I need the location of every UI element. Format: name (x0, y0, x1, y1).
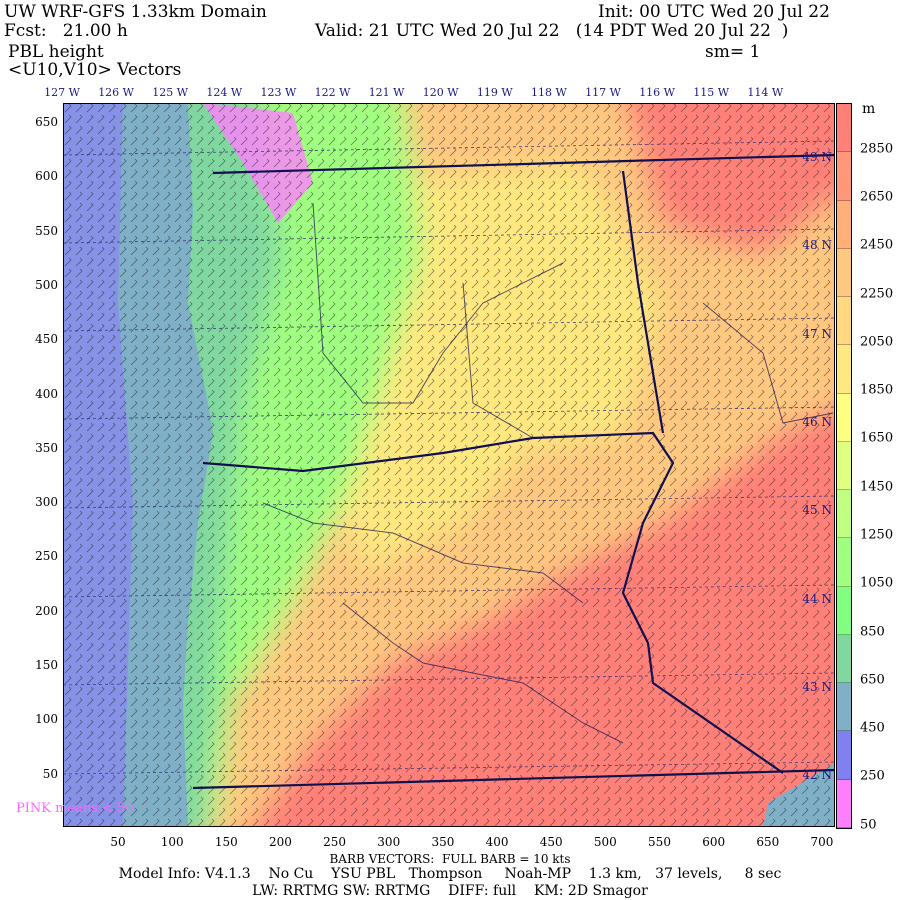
longitude-label: 114 W (747, 86, 784, 99)
county-borders (262, 202, 834, 744)
latitude-label: 45 N (802, 503, 832, 518)
colorbar-swatch (837, 586, 851, 635)
y-tick-label: 350 (35, 440, 58, 455)
domain-title: UW WRF-GFS 1.33km Domain (4, 2, 267, 22)
colorbar-swatch (837, 345, 851, 394)
barb-legend: BARB VECTORS: FULL BARB = 10 kts (329, 852, 571, 866)
latitude-label: 42 N (802, 768, 832, 783)
y-tick-label: 500 (35, 277, 58, 292)
x-tick-label: 600 (702, 835, 726, 849)
y-tick-label: 50 (42, 766, 58, 781)
longitude-label: 119 W (476, 86, 513, 99)
colorbar-swatch (837, 634, 851, 684)
longitude-label: 122 W (314, 86, 351, 99)
physics-info: LW: RRTMG SW: RRTMG DIFF: full KM: 2D Sm… (252, 883, 648, 899)
colorbar-label: 2050 (860, 334, 894, 350)
x-tick-label: 450 (539, 835, 563, 849)
colorbar-label: 2650 (860, 189, 894, 205)
y-tick-label: 400 (35, 386, 58, 401)
colorbar-swatch (837, 200, 851, 249)
colorbar-label: 2250 (860, 286, 894, 302)
colorbar-label: 1050 (860, 575, 894, 591)
longitude-label: 127 W (44, 86, 80, 99)
colorbar-label: 2850 (860, 141, 894, 157)
colorbar-swatch (837, 538, 851, 587)
longitude-label: 118 W (530, 86, 567, 99)
wind-barbs (63, 103, 835, 827)
longitude-label: 121 W (368, 86, 405, 99)
pbl-height-map (63, 103, 835, 827)
x-tick-label: 400 (485, 835, 509, 849)
colorbar-swatch (837, 248, 851, 298)
x-tick-label: 300 (377, 835, 401, 849)
x-tick-label: 200 (268, 835, 292, 849)
colorbar-label: 1250 (860, 527, 894, 543)
smoothing-label: sm= 1 (705, 42, 761, 62)
colorbar-label: 2450 (860, 237, 894, 253)
y-tick-label: 600 (35, 169, 58, 184)
colorbar-label: 1850 (860, 382, 894, 398)
state-borders (192, 153, 835, 790)
latitude-label: 48 N (802, 238, 832, 253)
x-tick-label: 700 (810, 835, 834, 849)
latitude-label: 49 N (802, 150, 832, 164)
colorbar-swatch (837, 490, 851, 539)
y-tick-label: 550 (35, 223, 58, 238)
longitude-label: 120 W (422, 86, 459, 99)
y-tick-label: 300 (35, 495, 58, 510)
colorbar-label: 1650 (860, 430, 894, 446)
colorbar-label: 1450 (860, 479, 894, 495)
model-info: Model Info: V4.1.3 No Cu YSU PBL Thompso… (118, 866, 782, 882)
x-tick-label: 150 (214, 835, 238, 849)
x-tick-label: 550 (648, 835, 671, 849)
colorbar-label: 850 (860, 624, 885, 640)
colorbar-swatch (837, 779, 851, 828)
colorbar-label: 250 (860, 768, 885, 784)
latitude-label: 44 N (802, 591, 832, 606)
colorbar-label: 650 (860, 672, 885, 688)
longitude-label: 117 W (585, 86, 621, 99)
colorbar-label: 450 (860, 720, 885, 736)
colorbar-swatch (837, 731, 851, 780)
colorbar-label: 50 (860, 817, 877, 833)
longitude-label: 116 W (639, 86, 675, 99)
colorbar-swatch (837, 393, 851, 442)
colorbar-swatch (837, 297, 851, 346)
y-tick-label: 150 (35, 658, 58, 672)
x-tick-label: 250 (323, 835, 347, 849)
longitude-label: 124 W (206, 86, 243, 99)
longitude-label: 123 W (260, 86, 297, 99)
vectors-label: <U10,V10> Vectors (8, 60, 182, 80)
y-tick-label: 100 (35, 712, 58, 727)
forecast-hour: Fcst: 21.00 h (4, 21, 128, 41)
latitude-label: 43 N (802, 679, 832, 694)
x-tick-label: 100 (160, 835, 184, 849)
latitude-label: 47 N (802, 326, 832, 341)
x-tick-label: 350 (431, 835, 455, 849)
pink-note: PINK means < 50 (16, 801, 134, 816)
y-tick-label: 650 (35, 115, 58, 129)
colorbar-swatch (837, 152, 851, 201)
init-time: Init: 00 UTC Wed 20 Jul 22 (598, 2, 830, 22)
longitude-label: 115 W (693, 86, 730, 99)
colorbar-swatch (837, 104, 851, 153)
field-name: PBL height (8, 42, 104, 62)
graticule (63, 140, 835, 775)
y-tick-label: 450 (35, 332, 58, 347)
x-tick-label: 650 (756, 835, 780, 849)
colorbar-swatch (837, 441, 851, 491)
x-tick-label: 500 (593, 835, 617, 849)
longitude-label: 126 W (98, 86, 134, 99)
valid-time: Valid: 21 UTC Wed 20 Jul 22 (14 PDT Wed … (315, 21, 789, 41)
x-tick-label: 50 (110, 835, 126, 849)
colorbar-unit: m (862, 101, 876, 117)
colorbar (836, 103, 852, 829)
latitude-label: 46 N (802, 414, 832, 429)
colorbar-swatch (837, 683, 851, 732)
y-tick-label: 250 (35, 549, 58, 564)
y-tick-label: 200 (35, 603, 58, 618)
longitude-label: 125 W (152, 86, 189, 99)
